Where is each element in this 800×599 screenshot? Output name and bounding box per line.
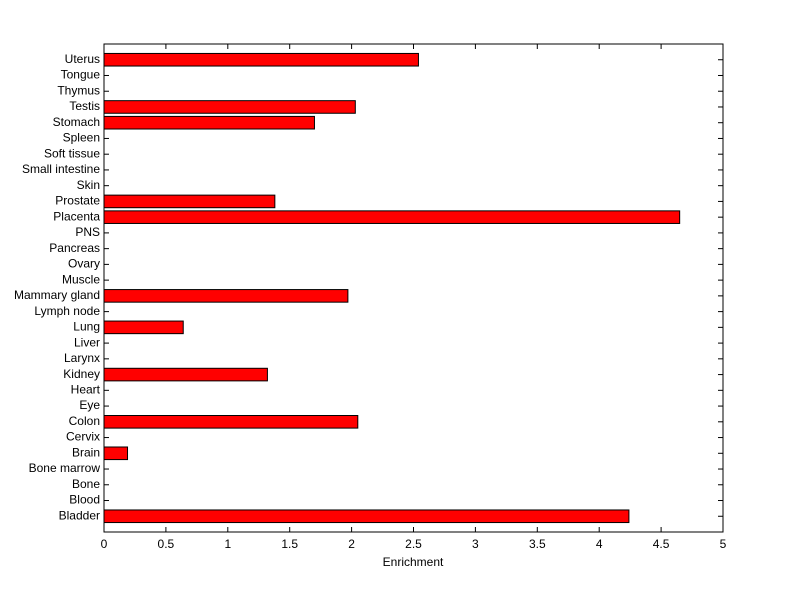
x-tick-label: 4 bbox=[596, 537, 603, 551]
y-tick-label: Small intestine bbox=[22, 162, 100, 176]
y-tick-label: Placenta bbox=[53, 209, 100, 223]
bar bbox=[103, 446, 129, 461]
plot-frame bbox=[103, 43, 724, 533]
x-tick-label: 2 bbox=[348, 537, 355, 551]
y-tick-label: Bone marrow bbox=[29, 461, 101, 475]
x-tick-label: 3.5 bbox=[529, 537, 546, 551]
y-tick-label: Uterus bbox=[65, 52, 100, 66]
bar bbox=[103, 289, 349, 303]
y-tick-label: Muscle bbox=[62, 272, 100, 286]
y-tick-label: Cervix bbox=[66, 430, 100, 444]
y-tick-label: Tongue bbox=[61, 68, 101, 82]
x-tick-label: 0 bbox=[101, 537, 108, 551]
y-tick-label: Stomach bbox=[53, 115, 100, 129]
y-tick-label: Thymus bbox=[57, 83, 100, 97]
y-tick-label: Liver bbox=[74, 335, 100, 349]
y-tick-label: Eye bbox=[79, 398, 100, 412]
bar bbox=[103, 52, 419, 67]
bar bbox=[103, 415, 359, 429]
y-tick-label: Testis bbox=[69, 99, 100, 113]
bar bbox=[103, 194, 276, 209]
y-tick-label: Prostate bbox=[55, 194, 100, 208]
x-tick-label: 1.5 bbox=[281, 537, 298, 551]
y-tick-label: Soft tissue bbox=[44, 146, 100, 160]
x-tick-label: 4.5 bbox=[653, 537, 670, 551]
x-tick-label: 0.5 bbox=[158, 537, 175, 551]
x-tick-label: 3 bbox=[472, 537, 479, 551]
y-tick-label: Blood bbox=[69, 493, 100, 507]
y-tick-label: Brain bbox=[72, 445, 100, 459]
bar bbox=[103, 210, 681, 224]
y-tick-label: PNS bbox=[75, 225, 100, 239]
y-tick-label: Skin bbox=[77, 178, 100, 192]
y-tick-label: Colon bbox=[69, 414, 100, 428]
y-tick-label: Ovary bbox=[68, 257, 100, 271]
y-tick-label: Lymph node bbox=[34, 304, 100, 318]
bar bbox=[103, 367, 268, 382]
bar bbox=[103, 509, 630, 524]
bar bbox=[103, 100, 356, 114]
y-tick-label: Bone bbox=[72, 477, 100, 491]
x-tick-label: 2.5 bbox=[405, 537, 422, 551]
y-tick-label: Larynx bbox=[64, 351, 100, 365]
y-tick-label: Lung bbox=[73, 320, 100, 334]
y-tick-label: Bladder bbox=[59, 508, 100, 522]
x-tick-label: 1 bbox=[224, 537, 231, 551]
y-tick-label: Heart bbox=[71, 382, 101, 396]
y-tick-label: Kidney bbox=[63, 367, 100, 381]
y-tick-label: Pancreas bbox=[49, 241, 100, 255]
x-tick-label: 5 bbox=[720, 537, 727, 551]
x-axis-label: Enrichment bbox=[383, 555, 444, 569]
bar bbox=[103, 115, 315, 130]
bar bbox=[103, 320, 184, 335]
y-tick-label: Spleen bbox=[63, 131, 100, 145]
y-tick-label: Mammary gland bbox=[14, 288, 100, 302]
